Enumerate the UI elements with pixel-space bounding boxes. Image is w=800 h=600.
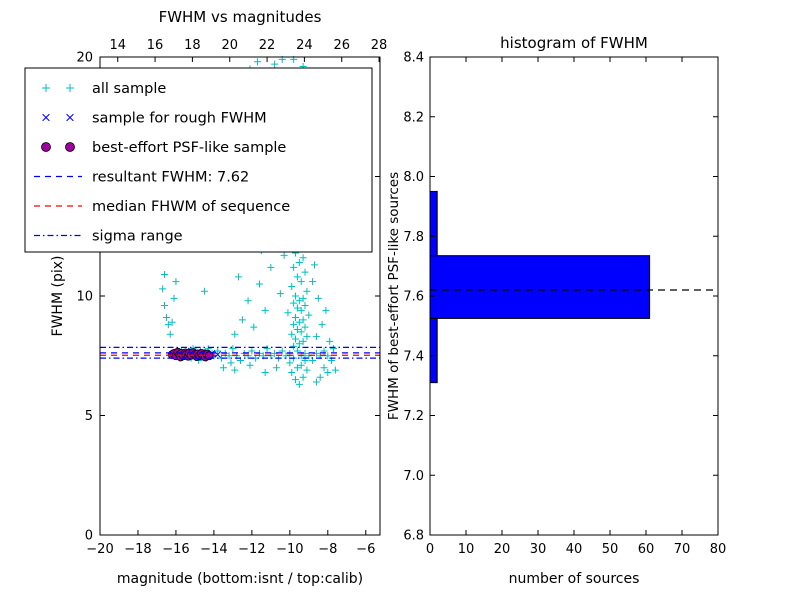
scatter-top-xtick-label: 20: [221, 38, 238, 53]
histogram-xtick-label: 50: [602, 542, 619, 557]
scatter-title: FWHM vs magnitudes: [159, 8, 322, 26]
scatter-xtick-label: −10: [276, 542, 303, 557]
scatter-top-xtick-label: 16: [147, 38, 164, 53]
histogram-ytick-label: 7.8: [403, 230, 424, 245]
histogram-xtick-label: 20: [494, 542, 511, 557]
legend-label: median FHWM of sequence: [92, 199, 290, 215]
scatter-ytick-label: 10: [76, 290, 93, 305]
histogram-xtick-label: 40: [566, 542, 583, 557]
histogram-ytick-label: 7.0: [403, 469, 424, 484]
histogram-xtick-label: 0: [426, 542, 434, 557]
histogram-ytick-label: 7.6: [403, 290, 424, 305]
scatter-top-xtick-label: 26: [333, 38, 350, 53]
scatter-xlabel: magnitude (bottom:isnt / top:calib): [117, 571, 363, 587]
scatter-ytick-label: 0: [85, 529, 93, 544]
histogram-xlabel: number of sources: [509, 571, 640, 587]
histogram-plot: 0 10 20 30 40 50 60 70 80 6.8 7.0 7.2 7.4 7.6 7.8 8.0 8.…: [386, 34, 726, 587]
legend-label: sample for rough FWHM: [92, 111, 267, 127]
histogram-bar: [429, 317, 438, 384]
histogram-xtick-label: 70: [674, 542, 691, 557]
histogram-ytick-label: 8.2: [403, 110, 424, 125]
histogram-ytick-label: 8.0: [403, 170, 424, 185]
scatter-top-xtick-label: 14: [109, 38, 126, 53]
histogram-ytick-label: 8.4: [403, 51, 424, 66]
best-effort-psf-like-sample-points: [167, 347, 214, 362]
histogram-xtick-label: 30: [530, 542, 547, 557]
legend-box: all sample sample for rough FWHM best-effo…: [24, 67, 373, 253]
histogram-ytick-label: 6.8: [403, 529, 424, 544]
scatter-xtick-label: −16: [162, 542, 189, 557]
histogram-title: histogram of FWHM: [500, 34, 648, 52]
scatter-ytick-label: 5: [85, 409, 93, 424]
legend-label: resultant FWHM: 7.62: [92, 170, 249, 186]
scatter-xtick-label: −12: [238, 542, 265, 557]
scatter-top-xtick-label: 22: [259, 38, 276, 53]
legend-label: all sample: [92, 81, 166, 97]
scatter-top-xtick-label: 18: [184, 38, 201, 53]
legend-label: best-effort PSF-like sample: [92, 140, 286, 156]
scatter-xtick-label: −14: [200, 542, 227, 557]
scatter-xtick-label: −18: [124, 542, 151, 557]
histogram-xtick-label: 10: [458, 542, 475, 557]
scatter-ylabel: FWHM (pix): [50, 256, 66, 337]
scatter-xtick-label: −6: [356, 542, 375, 557]
histogram-xtick-label: 80: [710, 542, 727, 557]
scatter-xtick-label: −20: [86, 542, 113, 557]
legend-label: sigma range: [92, 229, 183, 245]
histogram-ylabel: FWHM of best-effort PSF-like sources: [386, 172, 402, 420]
scatter-top-xtick-label: 28: [371, 38, 388, 53]
scatter-top-xtick-label: 24: [296, 38, 313, 53]
histogram-ytick-label: 7.4: [403, 349, 424, 364]
scatter-xtick-label: −8: [318, 542, 337, 557]
histogram-bar: [429, 190, 438, 257]
histogram-bar: [429, 255, 651, 319]
scatter-ytick-label: 20: [76, 51, 93, 66]
histogram-ytick-label: 7.2: [403, 409, 424, 424]
histogram-xtick-label: 60: [638, 542, 655, 557]
